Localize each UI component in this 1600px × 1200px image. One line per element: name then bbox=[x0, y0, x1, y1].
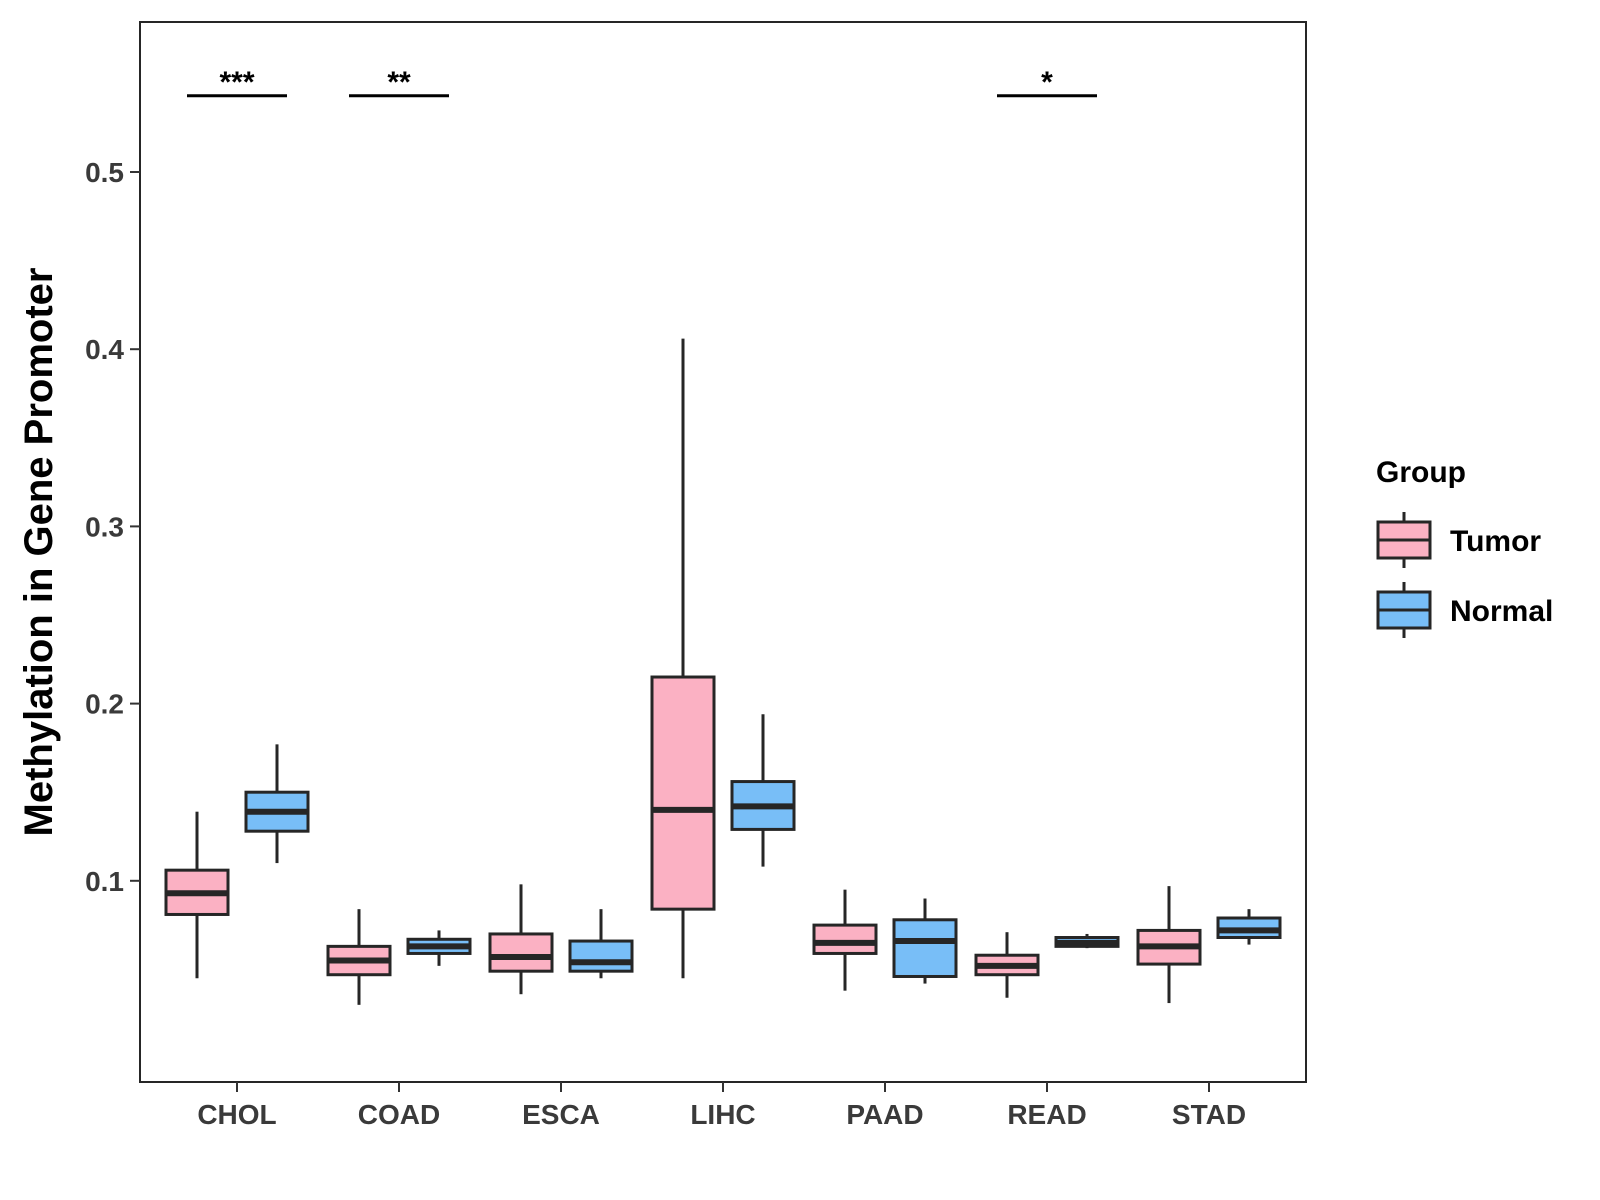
box-tumor-chol bbox=[164, 811, 230, 979]
box-normal-esca bbox=[568, 909, 634, 979]
x-tick-label: COAD bbox=[358, 1099, 440, 1130]
y-axis-title: Methylation in Gene Promoter bbox=[17, 268, 61, 837]
x-tick-label: READ bbox=[1007, 1099, 1086, 1130]
box-normal-lihc bbox=[730, 714, 796, 867]
x-tick-label: CHOL bbox=[197, 1099, 276, 1130]
box-iqr bbox=[488, 932, 554, 973]
x-tick-label: STAD bbox=[1172, 1099, 1246, 1130]
box-tumor-esca bbox=[488, 884, 554, 995]
significance-label: ** bbox=[387, 66, 411, 99]
box-iqr bbox=[650, 675, 716, 911]
significance-label: *** bbox=[219, 66, 254, 99]
y-tick-label: 0.1 bbox=[85, 866, 124, 897]
box-normal-paad bbox=[892, 898, 958, 984]
legend-label: Normal bbox=[1450, 595, 1553, 628]
legend-item-tumor: Tumor bbox=[1376, 512, 1541, 568]
box-normal-read bbox=[1054, 933, 1120, 949]
box-iqr bbox=[812, 923, 878, 955]
box-tumor-coad bbox=[326, 909, 392, 1005]
box-iqr bbox=[892, 918, 958, 978]
legend-title: Group bbox=[1376, 456, 1466, 489]
x-tick-label: LIHC bbox=[690, 1099, 755, 1130]
box-tumor-stad bbox=[1136, 886, 1202, 1004]
legend-label: Tumor bbox=[1450, 525, 1541, 558]
y-tick-label: 0.2 bbox=[85, 689, 124, 720]
box-tumor-read bbox=[974, 932, 1040, 998]
y-tick-label: 0.4 bbox=[85, 334, 124, 365]
x-tick-label: PAAD bbox=[846, 1099, 923, 1130]
legend-key bbox=[1376, 582, 1432, 638]
y-tick-label: 0.3 bbox=[85, 511, 124, 542]
x-tick-label: ESCA bbox=[522, 1099, 600, 1130]
box-normal-stad bbox=[1216, 909, 1282, 945]
legend-key bbox=[1376, 512, 1432, 568]
plot-area: 0.1 0.2 0.3 0.4 0.5 CHOL COAD ESCA LIHC PAAD READ S… bbox=[85, 21, 1307, 1130]
box-normal-coad bbox=[406, 930, 472, 966]
y-tick-label: 0.5 bbox=[85, 157, 124, 188]
box-tumor-paad bbox=[812, 889, 878, 991]
legend: Group Tumor Normal bbox=[1376, 456, 1553, 638]
box-normal-chol bbox=[244, 744, 310, 864]
significance-label: * bbox=[1041, 66, 1053, 99]
box-iqr bbox=[568, 939, 634, 973]
box-tumor-lihc bbox=[650, 338, 716, 979]
legend-item-normal: Normal bbox=[1376, 582, 1553, 638]
